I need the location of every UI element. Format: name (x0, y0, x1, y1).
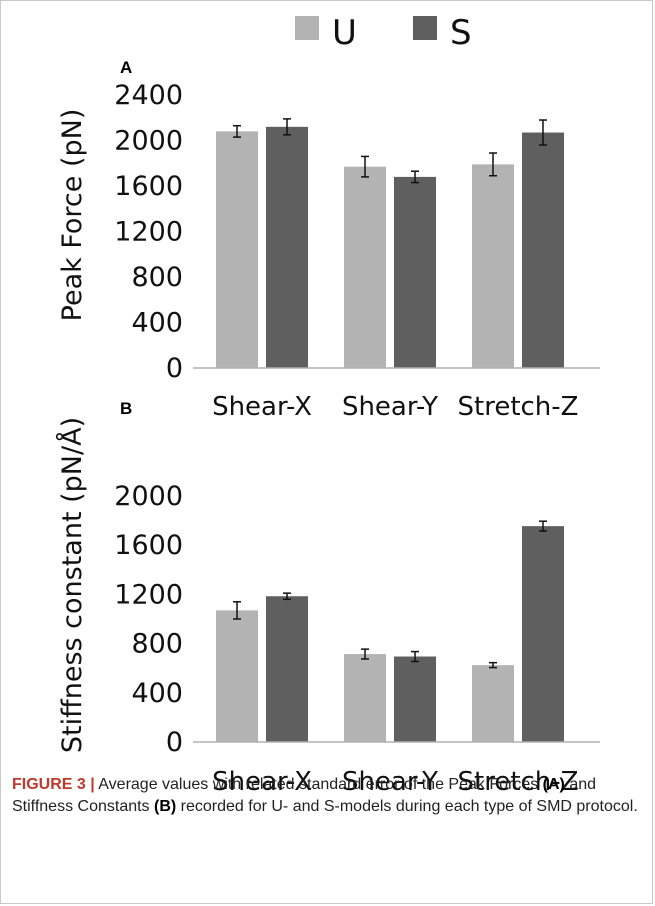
legend-label-u: U (332, 13, 357, 53)
panel-b-y-tick-5: 2000 (114, 481, 183, 512)
panel-a-y-axis-label: Peak Force (pN) (57, 109, 88, 322)
panel-a-y-tick-3: 1200 (114, 217, 183, 248)
panel-b-bar-u-shear-x (216, 610, 258, 742)
figure-caption: FIGURE 3 | Average values with related s… (12, 774, 640, 818)
legend: U S (295, 13, 472, 53)
legend-swatch-u (295, 16, 319, 40)
caption-figure-label: FIGURE 3 | (12, 776, 95, 793)
panel-b-category-label-1: Shear-Y (342, 767, 438, 797)
panel-a-bar-s-shear-x (266, 126, 308, 368)
panel-a-error-bar-s-stretch-z (539, 119, 547, 146)
panel-a-error-bar-s-shear-y (411, 170, 419, 184)
panel-b-y-tick-2: 800 (131, 629, 183, 660)
panel-a-y-tick-2: 800 (131, 262, 183, 293)
panel-a-error-bar-u-shear-x (233, 124, 241, 138)
panel-b-y-tick-4: 1600 (114, 530, 183, 561)
panel-a-error-bar-s-shear-x (283, 118, 291, 136)
panel-b-bar-u-stretch-z (472, 665, 514, 742)
caption-text-3: recorded for U- and S-models during each… (176, 798, 638, 815)
panel-a-bar-u-stretch-z (472, 164, 514, 368)
panel-b-chart: B Stiffness constant (pN/Å) 0 400 800 1200 1… (56, 399, 600, 797)
panel-b-error-bar-u-shear-y (361, 648, 369, 660)
caption-ref-b: (B) (154, 798, 177, 815)
panel-b-bar-u-shear-y (344, 654, 386, 742)
panel-a-category-label-2: Stretch-Z (458, 392, 579, 422)
legend-swatch-s (413, 16, 437, 40)
panel-b-bar-s-stretch-z (522, 526, 564, 742)
caption-ref-a: (A) (542, 776, 565, 793)
panel-a-label: A (120, 58, 132, 77)
panel-b-error-bar-s-stretch-z (539, 520, 547, 532)
caption-text-1: Average values with related standard err… (94, 776, 543, 793)
panel-a-y-tick-1: 400 (131, 308, 183, 339)
panel-b-y-tick-3: 1200 (114, 579, 183, 610)
panel-a-chart: A Peak Force (pN) 0 400 800 1200 1600 2000 240… (57, 58, 600, 422)
panel-a-y-tick-4: 1600 (114, 171, 183, 202)
panel-a-bar-s-shear-y (394, 176, 436, 368)
panel-b-error-bar-s-shear-y (411, 650, 419, 663)
panel-b-bar-s-shear-x (266, 596, 308, 742)
legend-label-s: S (450, 13, 472, 53)
panel-b-error-bar-s-shear-x (283, 592, 291, 601)
panel-a-error-bar-u-stretch-z (489, 152, 497, 177)
panel-b-label: B (120, 399, 132, 418)
panel-b-error-bar-u-shear-x (233, 601, 241, 620)
panel-a-bar-u-shear-x (216, 131, 258, 368)
panel-b-y-tick-1: 400 (131, 678, 183, 709)
panel-a-error-bar-u-shear-y (361, 155, 369, 178)
panel-a-y-tick-0: 0 (166, 353, 183, 384)
caption-text-2: and Stiffness Constants (12, 776, 597, 815)
panel-b-y-axis-label: Stiffness constant (pN/Å) (56, 417, 88, 753)
panel-b-y-tick-0: 0 (166, 727, 183, 758)
panel-a-bar-u-shear-y (344, 166, 386, 368)
panel-a-category-label-0: Shear-X (212, 392, 312, 422)
panel-b-error-bar-u-stretch-z (489, 661, 497, 669)
panel-a-y-tick-5: 2000 (114, 126, 183, 157)
panel-a-y-tick-6: 2400 (114, 80, 183, 111)
panel-a-category-label-1: Shear-Y (342, 392, 438, 422)
panel-a-bar-s-stretch-z (522, 132, 564, 368)
panel-b-category-label-0: Shear-X (212, 767, 312, 797)
panel-b-category-label-2: Stretch-Z (458, 767, 579, 797)
panel-b-bar-s-shear-y (394, 656, 436, 742)
